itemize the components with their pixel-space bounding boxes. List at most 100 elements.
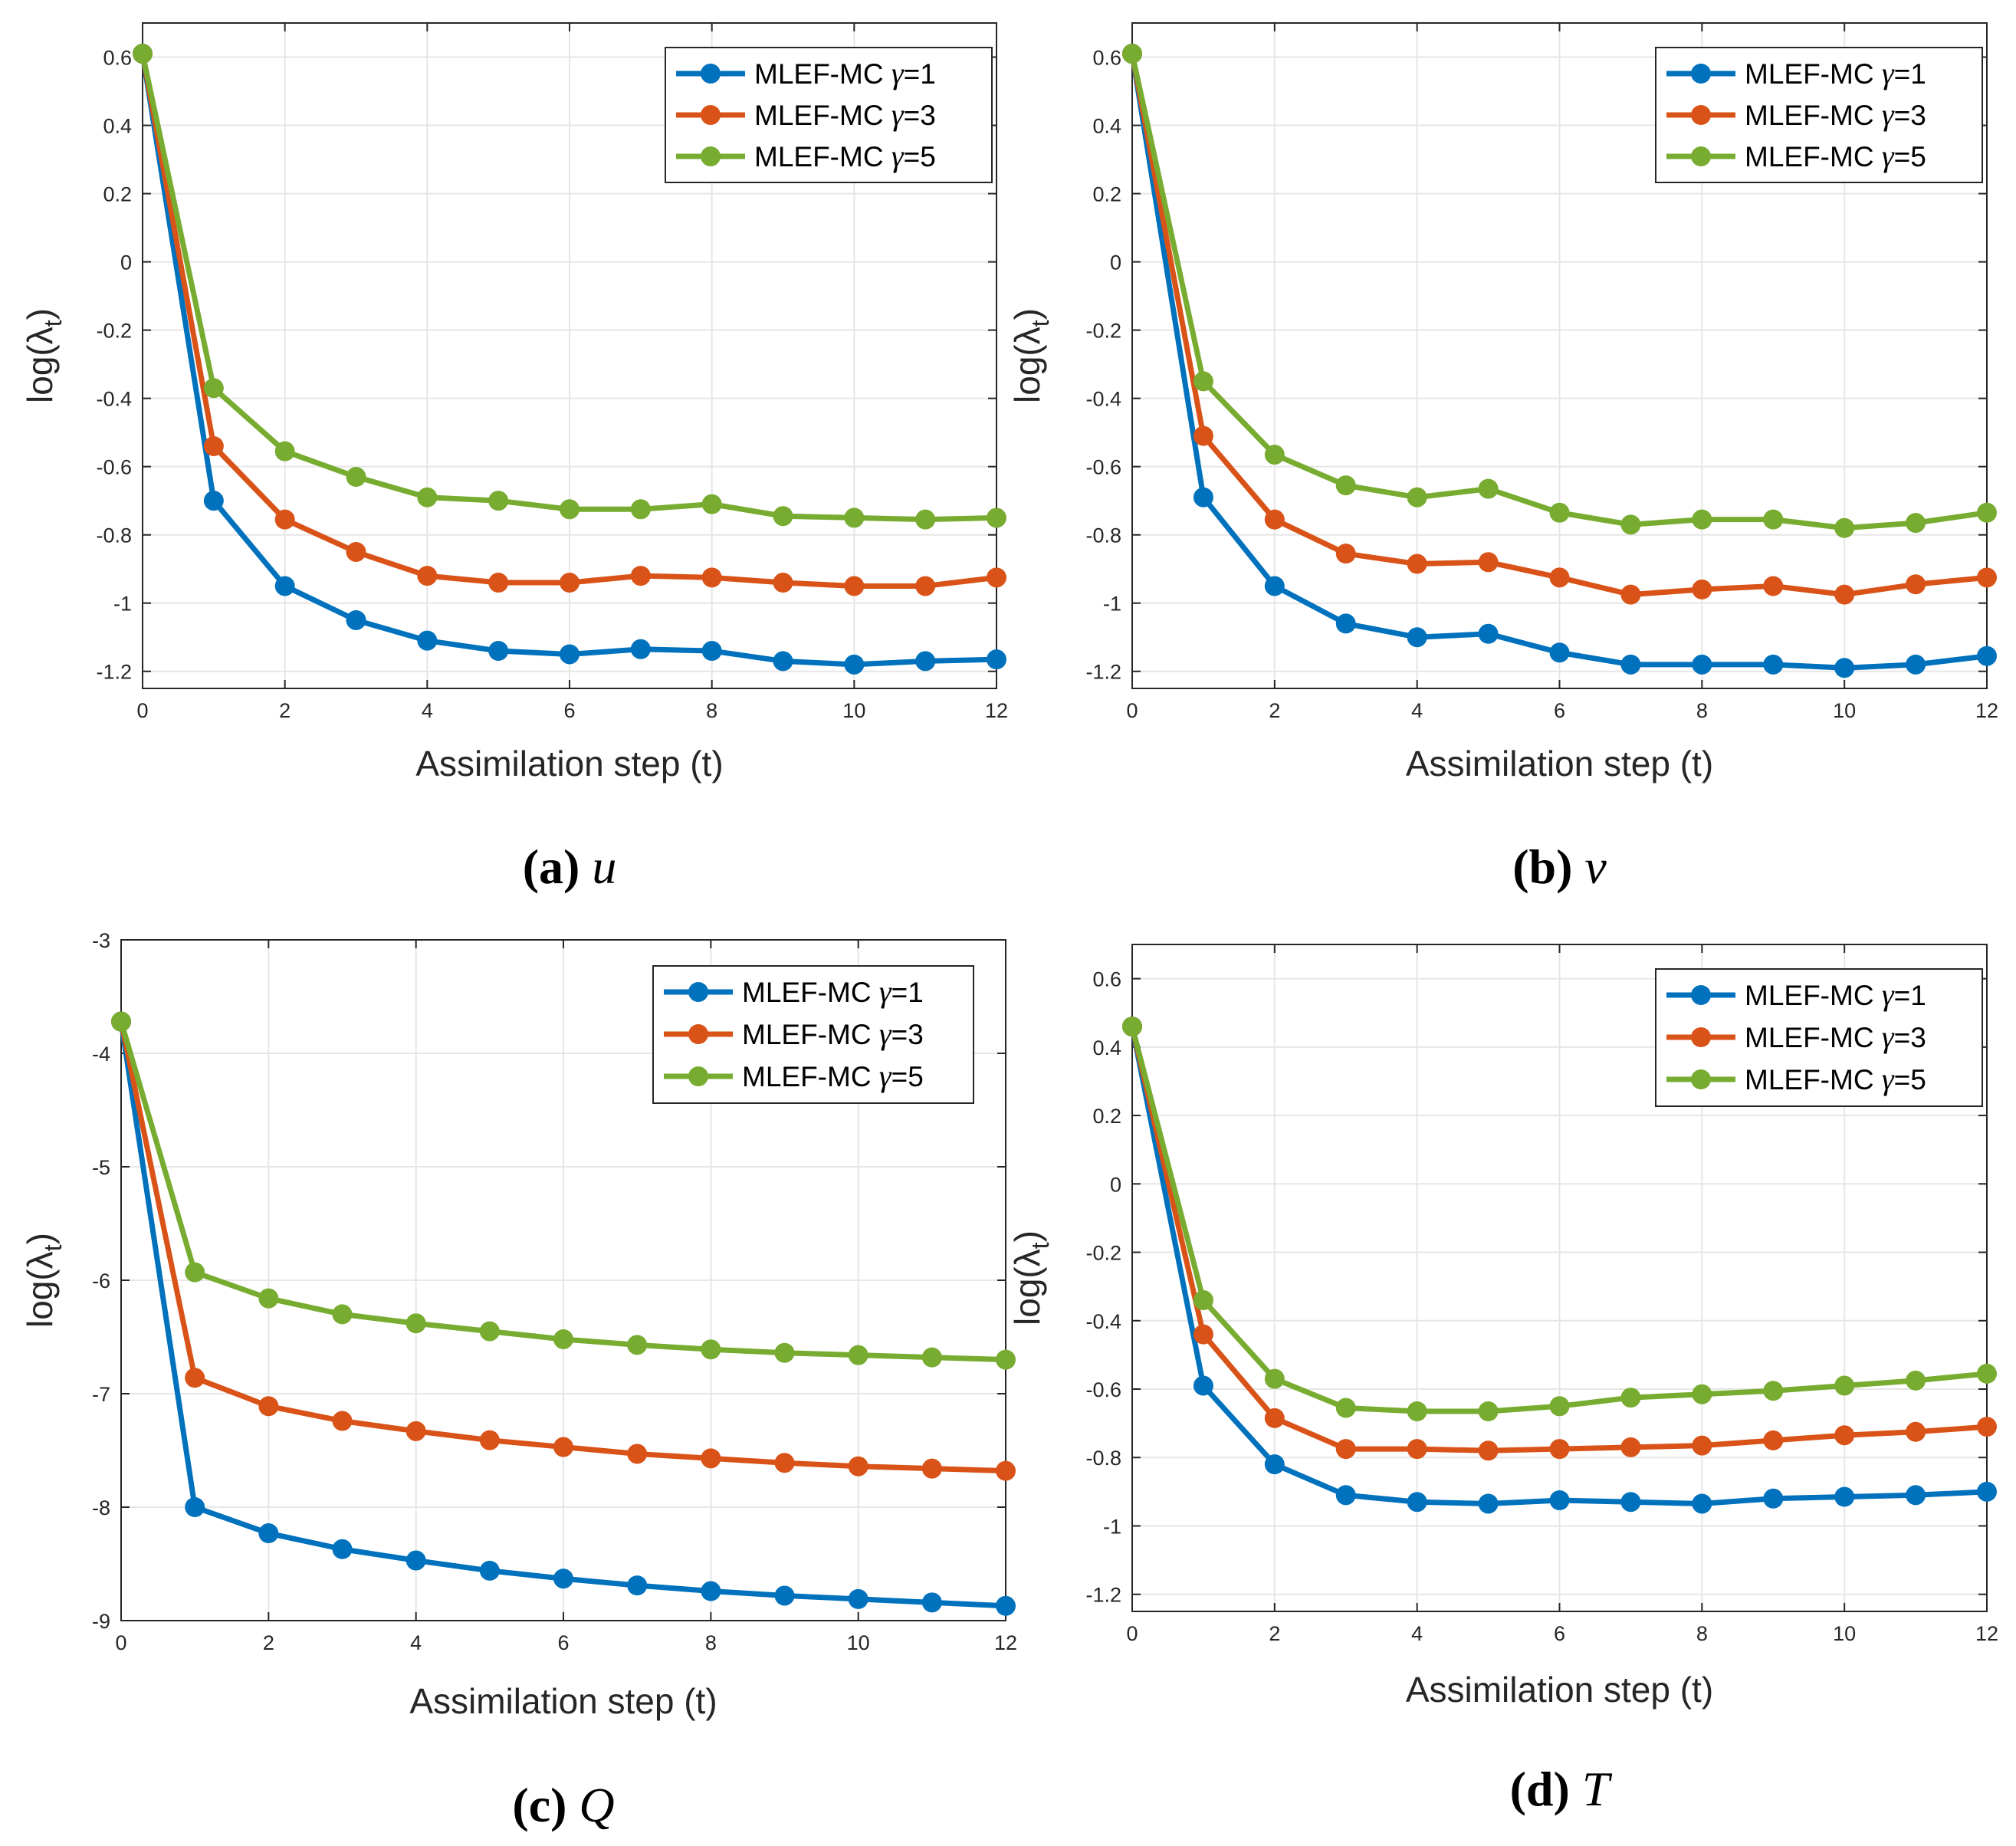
y-tick-label: -0.2 xyxy=(96,320,132,343)
x-axis-label: Assimilation step (t) xyxy=(415,744,723,783)
x-tick-label: 2 xyxy=(1269,1622,1280,1645)
y-axis-label-subscript: t xyxy=(39,1244,67,1251)
legend-entry-name: MLEF-MC xyxy=(1745,100,1882,131)
data-point xyxy=(627,1335,648,1355)
x-tick-label: 8 xyxy=(706,699,717,722)
data-point xyxy=(915,509,936,530)
data-point xyxy=(774,1342,795,1363)
data-point xyxy=(332,1411,353,1431)
data-point xyxy=(1478,1401,1499,1421)
data-point xyxy=(1763,654,1784,675)
legend-entry-gamma: γ xyxy=(891,97,905,132)
data-point xyxy=(1692,579,1712,599)
caption-letter: (b) xyxy=(1512,839,1572,894)
x-tick-label: 8 xyxy=(1696,1622,1708,1645)
series-gamma5 xyxy=(133,44,1006,530)
legend-entry-value: =5 xyxy=(904,141,936,172)
x-tick-label: 2 xyxy=(263,1631,274,1654)
legend-swatch-marker xyxy=(701,146,721,166)
data-point xyxy=(1620,654,1641,675)
x-tick-label: 2 xyxy=(1269,699,1280,722)
x-tick-label: 4 xyxy=(1411,699,1423,722)
x-axis-label: Assimilation step (t) xyxy=(1406,744,1713,783)
data-point xyxy=(1264,1407,1285,1428)
panel-caption: (c) Q xyxy=(512,1778,614,1832)
legend-entry-gamma: γ xyxy=(879,1017,892,1051)
data-point xyxy=(1692,1384,1712,1404)
y-tick-label: -0.8 xyxy=(96,524,132,547)
legend-entry: MLEF-MC γ=1 xyxy=(754,56,936,90)
data-point xyxy=(701,1581,721,1601)
data-point xyxy=(1264,1368,1285,1389)
data-point xyxy=(1335,544,1356,564)
data-point xyxy=(701,641,722,662)
legend-entry-name: MLEF-MC xyxy=(754,100,891,131)
data-point xyxy=(560,573,580,593)
data-point xyxy=(844,654,865,675)
x-tick-label: 2 xyxy=(279,699,291,722)
y-tick-label: -0.8 xyxy=(1085,1447,1121,1470)
data-point xyxy=(996,1595,1016,1616)
legend-entry-gamma: γ xyxy=(1882,1062,1895,1096)
y-tick-label: -0.2 xyxy=(1085,1242,1121,1265)
data-point xyxy=(1763,1430,1784,1450)
legend-entry-name: MLEF-MC xyxy=(1745,1022,1882,1053)
data-point xyxy=(1977,645,1997,666)
data-point xyxy=(1193,487,1213,507)
data-point xyxy=(1906,1485,1926,1506)
data-point xyxy=(346,609,366,630)
y-tick-label: 0.4 xyxy=(1092,115,1121,138)
series-gamma5 xyxy=(1122,44,1997,538)
legend-entry: MLEF-MC γ=3 xyxy=(1745,1020,1926,1054)
data-point xyxy=(1620,1388,1641,1408)
y-tick-label: 0.4 xyxy=(103,115,132,138)
data-point xyxy=(185,1262,205,1283)
data-point xyxy=(701,1339,721,1360)
data-point xyxy=(1193,1290,1213,1310)
data-point xyxy=(1335,1485,1356,1506)
y-tick-label: -1.2 xyxy=(96,661,132,684)
x-tick-label: 0 xyxy=(136,699,148,722)
data-point xyxy=(1478,552,1499,573)
legend-swatch-marker xyxy=(1691,985,1711,1005)
y-tick-label: -4 xyxy=(92,1043,110,1066)
legend-entry-name: MLEF-MC xyxy=(754,58,891,90)
legend-entry-gamma: γ xyxy=(891,56,905,90)
legend-entry: MLEF-MC γ=3 xyxy=(742,1017,924,1051)
data-point xyxy=(332,1539,353,1559)
data-point xyxy=(921,1347,942,1368)
data-point xyxy=(1335,1439,1356,1460)
legend-entry-value: =1 xyxy=(1894,980,1926,1011)
y-axis-label-main: log(λ xyxy=(20,1251,60,1328)
x-tick-label: 6 xyxy=(1554,1622,1565,1645)
caption-variable: u xyxy=(592,839,616,894)
series-gamma1 xyxy=(133,44,1006,675)
series-gamma1 xyxy=(111,1011,1016,1616)
caption-space xyxy=(1570,1762,1582,1816)
data-point xyxy=(1264,576,1285,596)
data-point xyxy=(1763,1488,1784,1509)
data-point xyxy=(1193,1324,1213,1345)
legend-entry-gamma: γ xyxy=(1882,977,1895,1012)
data-point xyxy=(773,506,793,527)
panel-1: 0 2 4 6 8 10 12 -1.2 -1 -0.8 -0.6 -0.4 -0.2 0 0.2 0.4 0.… xyxy=(1007,22,1998,894)
y-axis-label: log(λt) xyxy=(20,308,67,403)
data-point xyxy=(479,1430,500,1450)
legend-entry-value: =1 xyxy=(891,977,924,1008)
y-tick-label: -8 xyxy=(92,1496,110,1519)
y-tick-label: -7 xyxy=(92,1383,110,1406)
data-point xyxy=(1193,1375,1213,1396)
y-axis-label-main: log(λ xyxy=(1007,1249,1047,1325)
data-point xyxy=(1549,642,1570,663)
data-point xyxy=(844,576,865,596)
y-tick-label: 0.2 xyxy=(1092,183,1121,206)
legend-entry-value: =5 xyxy=(891,1061,924,1092)
data-point xyxy=(1335,613,1356,634)
legend-entry-name: MLEF-MC xyxy=(1745,141,1882,172)
data-point xyxy=(332,1304,353,1325)
legend-entry: MLEF-MC γ=5 xyxy=(742,1059,924,1093)
caption-letter: (a) xyxy=(523,839,580,894)
